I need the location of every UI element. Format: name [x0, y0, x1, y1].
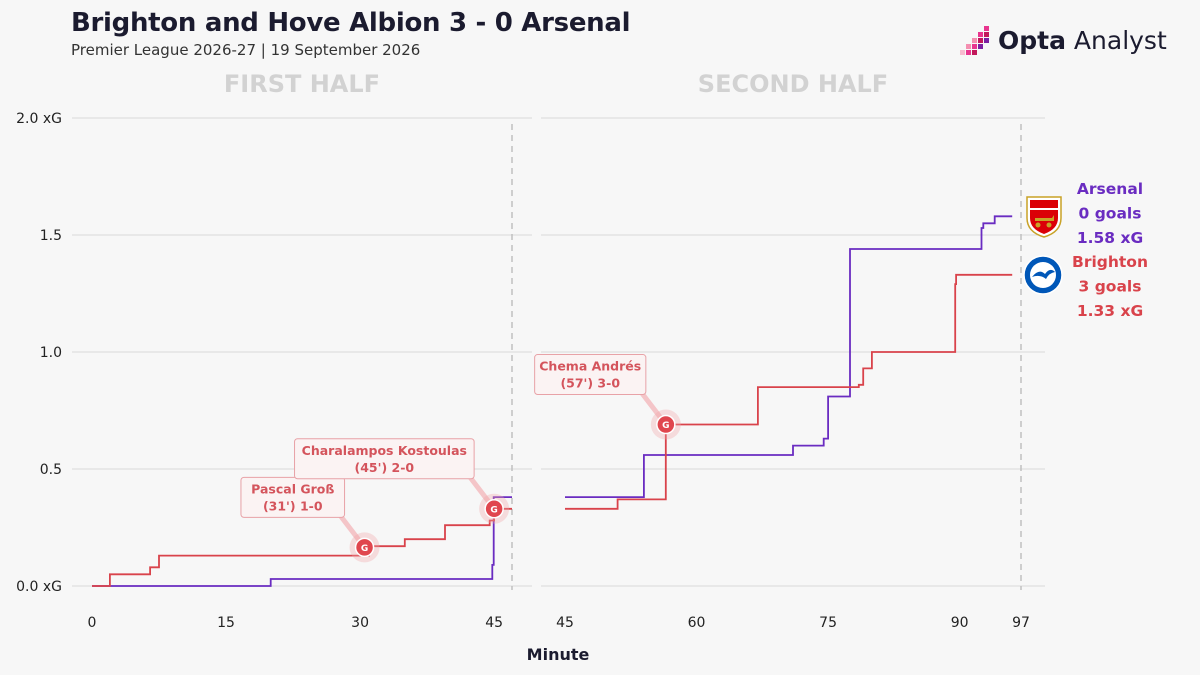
half-label: FIRST HALF	[224, 70, 380, 98]
legend-team: Brighton	[1072, 253, 1148, 271]
page-title: Brighton and Hove Albion 3 - 0 Arsenal	[71, 8, 631, 38]
logo-brand: Opta	[998, 25, 1066, 55]
arsenal-crest-icon	[1026, 196, 1062, 238]
goal-annotation-box	[240, 476, 346, 518]
y-tick-label: 1.5	[40, 228, 62, 244]
goal-marker-label: G	[662, 421, 669, 431]
x-tick-label: 75	[819, 615, 837, 631]
goal-annotation-box	[534, 354, 647, 396]
x-tick-label: 0	[88, 615, 97, 631]
goal-scorer-label: Chema Andrés	[539, 359, 641, 374]
goal-scorer-label: Pascal Groß	[251, 481, 334, 496]
x-tick-label: 45	[556, 615, 574, 631]
series-line-arsenal	[565, 215, 1013, 499]
y-tick-label: 1.0	[40, 345, 62, 361]
x-tick-label: 60	[688, 615, 706, 631]
goal-marker-label: G	[490, 505, 497, 515]
series-line-brighton	[565, 273, 1013, 510]
x-axis-label: Minute	[527, 645, 590, 664]
opta-analyst-logo: Opta Analyst	[958, 20, 1167, 60]
legend-goals: 3 goals	[1079, 278, 1142, 296]
x-tick-label: 15	[217, 615, 235, 631]
x-tick-label: 97	[1012, 615, 1030, 631]
x-tick-label: 45	[485, 615, 503, 631]
goal-marker-label: G	[361, 544, 368, 554]
logo-text: Opta Analyst	[998, 26, 1167, 55]
goal-scorer-label: Charalampos Kostoulas	[302, 443, 467, 458]
goal-detail-label: (57') 3-0	[560, 376, 620, 391]
y-tick-label: 2.0 xG	[16, 111, 62, 127]
y-tick-label: 0.0 xG	[16, 579, 62, 595]
x-tick-label: 30	[351, 615, 369, 631]
y-tick-label: 0.5	[40, 462, 62, 478]
brighton-crest-icon	[1023, 255, 1063, 295]
legend-xg: 1.33 xG	[1077, 302, 1143, 320]
goal-marker	[656, 414, 676, 435]
opta-logo-icon	[960, 26, 989, 55]
goal-marker	[354, 537, 375, 558]
series-line-brighton	[92, 507, 512, 587]
page-subtitle: Premier League 2026-27 | 19 September 20…	[71, 41, 421, 59]
goal-marker	[484, 499, 504, 519]
x-tick-label: 90	[951, 615, 969, 631]
goal-annotation-box	[294, 438, 475, 480]
goal-detail-label: (31') 1-0	[263, 498, 323, 513]
legend-team: Arsenal	[1077, 180, 1143, 198]
legend-xg: 1.58 xG	[1077, 229, 1143, 247]
legend-goals: 0 goals	[1079, 205, 1142, 223]
logo-product: Analyst	[1073, 25, 1167, 55]
half-label: SECOND HALF	[698, 70, 888, 98]
goal-detail-label: (45') 2-0	[355, 460, 415, 475]
